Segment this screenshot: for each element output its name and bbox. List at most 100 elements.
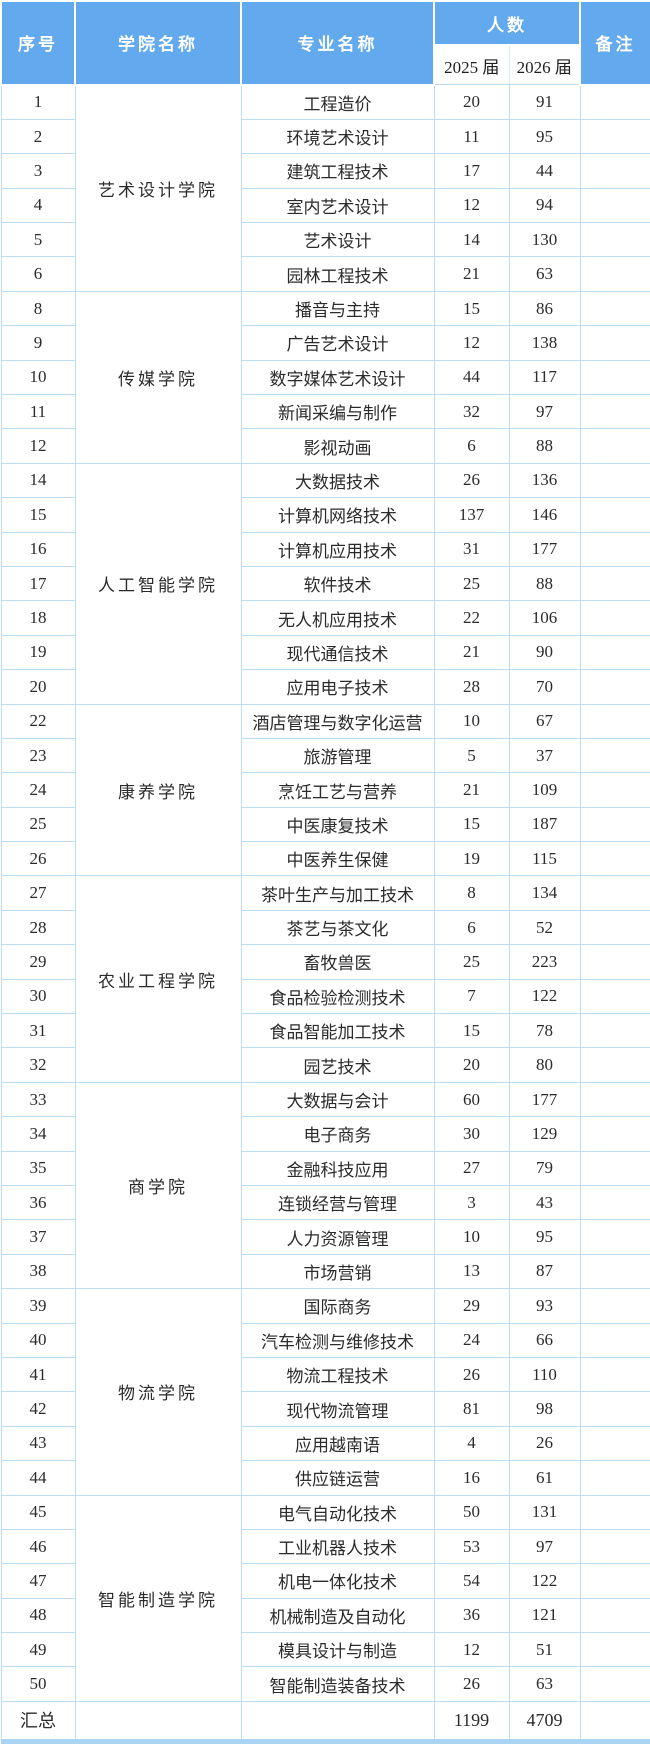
table-footer: 汇总 1199 4709 <box>0 1700 650 1742</box>
count-2026-cell: 121 <box>508 1597 581 1634</box>
serial-cell: 4 <box>0 187 76 224</box>
major-cell: 计算机应用技术 <box>240 531 435 567</box>
remark-cell <box>579 944 650 980</box>
table-row: 36 连锁经营与管理 3 43 <box>0 1184 650 1221</box>
remark-cell <box>579 634 650 671</box>
remark-cell <box>579 1460 650 1496</box>
count-2025-cell: 7 <box>433 978 510 1015</box>
count-2025-cell: 12 <box>433 1632 510 1668</box>
serial-cell: 38 <box>0 1253 76 1290</box>
header-college: 学院名称 <box>74 0 242 86</box>
serial-cell: 46 <box>0 1528 76 1565</box>
serial-cell: 49 <box>0 1632 76 1668</box>
serial-cell: 29 <box>0 944 76 980</box>
major-cell: 畜牧兽医 <box>240 944 435 980</box>
serial-cell: 44 <box>0 1460 76 1496</box>
count-2026-cell: 136 <box>508 462 581 499</box>
major-cell: 旅游管理 <box>240 737 435 774</box>
remark-cell <box>579 1425 650 1462</box>
count-2025-cell: 15 <box>433 1013 510 1049</box>
count-2025-cell: 6 <box>433 909 510 946</box>
count-2025-cell: 44 <box>433 359 510 396</box>
serial-cell: 8 <box>0 290 76 327</box>
count-2026-cell: 138 <box>508 325 581 361</box>
table-row: 27 农业工程学院 茶叶生产与加工技术 8 134 <box>0 875 650 1083</box>
major-cell: 金融科技应用 <box>240 1150 435 1187</box>
count-2026-cell: 44 <box>508 153 581 189</box>
major-cell: 艺术设计 <box>240 222 435 258</box>
count-2025-cell: 137 <box>433 497 510 533</box>
count-2026-cell: 95 <box>508 118 581 155</box>
serial-cell: 18 <box>0 600 76 636</box>
college-cell: 商学院 <box>74 1081 242 1290</box>
college-cell: 传媒学院 <box>74 290 242 464</box>
count-2026-cell: 63 <box>508 256 581 292</box>
count-2025-cell: 27 <box>433 1150 510 1187</box>
count-2026-cell: 88 <box>508 428 581 464</box>
major-cell: 中医康复技术 <box>240 806 435 843</box>
count-2026-cell: 177 <box>508 1081 581 1118</box>
header-major: 专业名称 <box>240 0 435 86</box>
remark-cell <box>579 565 650 602</box>
table-row: 41 物流工程技术 26 110 <box>0 1356 650 1393</box>
count-2026-cell: 98 <box>508 1391 581 1427</box>
major-cell: 影视动画 <box>240 428 435 464</box>
count-2026-cell: 63 <box>508 1666 581 1702</box>
remark-cell <box>579 1563 650 1599</box>
table-row: 22 康养学院 酒店管理与数字化运营 10 67 <box>0 703 650 877</box>
serial-cell: 33 <box>0 1081 76 1118</box>
remark-cell <box>579 737 650 774</box>
count-2026-cell: 78 <box>508 1013 581 1049</box>
table-row: 29 畜牧兽医 25 223 <box>0 944 650 980</box>
remark-cell <box>579 256 650 292</box>
count-2026-cell: 66 <box>508 1322 581 1358</box>
header-row-sub: 2025 届 2026 届 <box>1 44 650 85</box>
table-row: 33 商学院 大数据与会计 60 177 <box>0 1081 650 1290</box>
count-2026-cell: 110 <box>508 1356 581 1393</box>
table-row: 23 旅游管理 5 37 <box>0 737 650 774</box>
table-body: 1 艺术设计学院 工程造价 20 91 2 环境艺术设计 11 95 3 建筑工程技术 17 44 4 室内… <box>0 84 650 1702</box>
serial-cell: 42 <box>0 1391 76 1427</box>
header-serial: 序号 <box>0 0 76 86</box>
count-2026-cell: 177 <box>508 531 581 567</box>
remark-cell <box>579 1184 650 1221</box>
count-2026-cell: 122 <box>508 1563 581 1599</box>
table-row: 35 金融科技应用 27 79 <box>0 1150 650 1187</box>
major-cell: 模具设计与制造 <box>240 1632 435 1668</box>
serial-cell: 37 <box>0 1219 76 1255</box>
remark-cell <box>579 1253 650 1290</box>
remark-cell <box>579 875 650 911</box>
table-row: 50 智能制造装备技术 26 63 <box>0 1666 650 1702</box>
remark-cell <box>579 600 650 636</box>
table-row: 26 中医养生保健 19 115 <box>0 841 650 877</box>
count-2026-cell: 86 <box>508 290 581 327</box>
count-2025-cell: 13 <box>433 1253 510 1290</box>
header-cohort-2025: 2025 届 <box>433 44 510 85</box>
serial-cell: 22 <box>0 703 76 739</box>
count-2025-cell: 12 <box>433 187 510 224</box>
count-2026-cell: 43 <box>508 1184 581 1221</box>
serial-cell: 14 <box>0 462 76 499</box>
remark-cell <box>579 153 650 189</box>
major-cell: 广告艺术设计 <box>240 325 435 361</box>
count-2025-cell: 53 <box>433 1528 510 1565</box>
remark-cell <box>579 1150 650 1187</box>
serial-cell: 2 <box>0 118 76 155</box>
major-cell: 机械制造及自动化 <box>240 1597 435 1634</box>
count-2025-cell: 4 <box>433 1425 510 1462</box>
table-row: 46 工业机器人技术 53 97 <box>0 1528 650 1565</box>
remark-cell <box>579 1322 650 1358</box>
remark-cell <box>579 1391 650 1427</box>
remark-cell <box>579 531 650 567</box>
major-cell: 汽车检测与维修技术 <box>240 1322 435 1358</box>
count-2025-cell: 17 <box>433 153 510 189</box>
remark-cell <box>579 84 650 120</box>
serial-cell: 41 <box>0 1356 76 1393</box>
table-row: 31 食品智能加工技术 15 78 <box>0 1013 650 1049</box>
count-2026-cell: 122 <box>508 978 581 1015</box>
count-2025-cell: 29 <box>433 1288 510 1324</box>
count-2025-cell: 26 <box>433 1666 510 1702</box>
remark-cell <box>579 1597 650 1634</box>
serial-cell: 39 <box>0 1288 76 1324</box>
table-row: 42 现代物流管理 81 98 <box>0 1391 650 1427</box>
